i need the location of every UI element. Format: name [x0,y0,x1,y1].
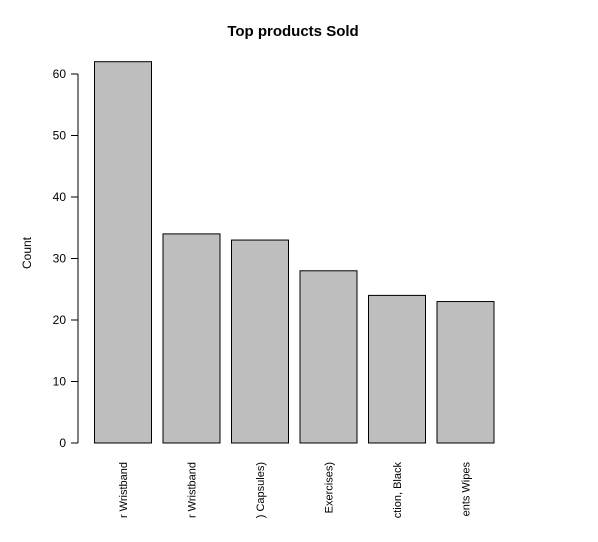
x-category-label: r Wristband [118,462,130,518]
y-tick-label: 60 [53,67,67,81]
bar [436,301,495,444]
y-tick-label: 0 [59,436,66,450]
x-category-label: ) Capsules) [255,462,267,518]
bar [368,294,426,444]
y-tick-label: 50 [53,129,67,143]
bar [231,239,289,444]
y-axis-label: Count [20,236,34,269]
x-category-label: ents Wipes [461,462,473,517]
x-category-label: ction, Black [392,462,404,519]
x-axis-labels: r Wristband r Wristband ) Capsules) Exercis… [118,462,473,519]
y-tick-label: 10 [53,375,67,389]
bar [94,61,152,444]
bar [162,233,221,444]
y-axis-ticks: 0 10 20 30 40 50 60 [53,67,78,450]
bars-group [94,61,495,444]
y-tick-label: 30 [53,252,67,266]
x-category-label: Exercises) [324,462,336,513]
bar [299,270,358,444]
chart-title: Top products Sold [227,23,358,40]
x-category-label: r Wristband [187,462,199,518]
y-tick-label: 40 [53,190,67,204]
y-tick-label: 20 [53,313,67,327]
